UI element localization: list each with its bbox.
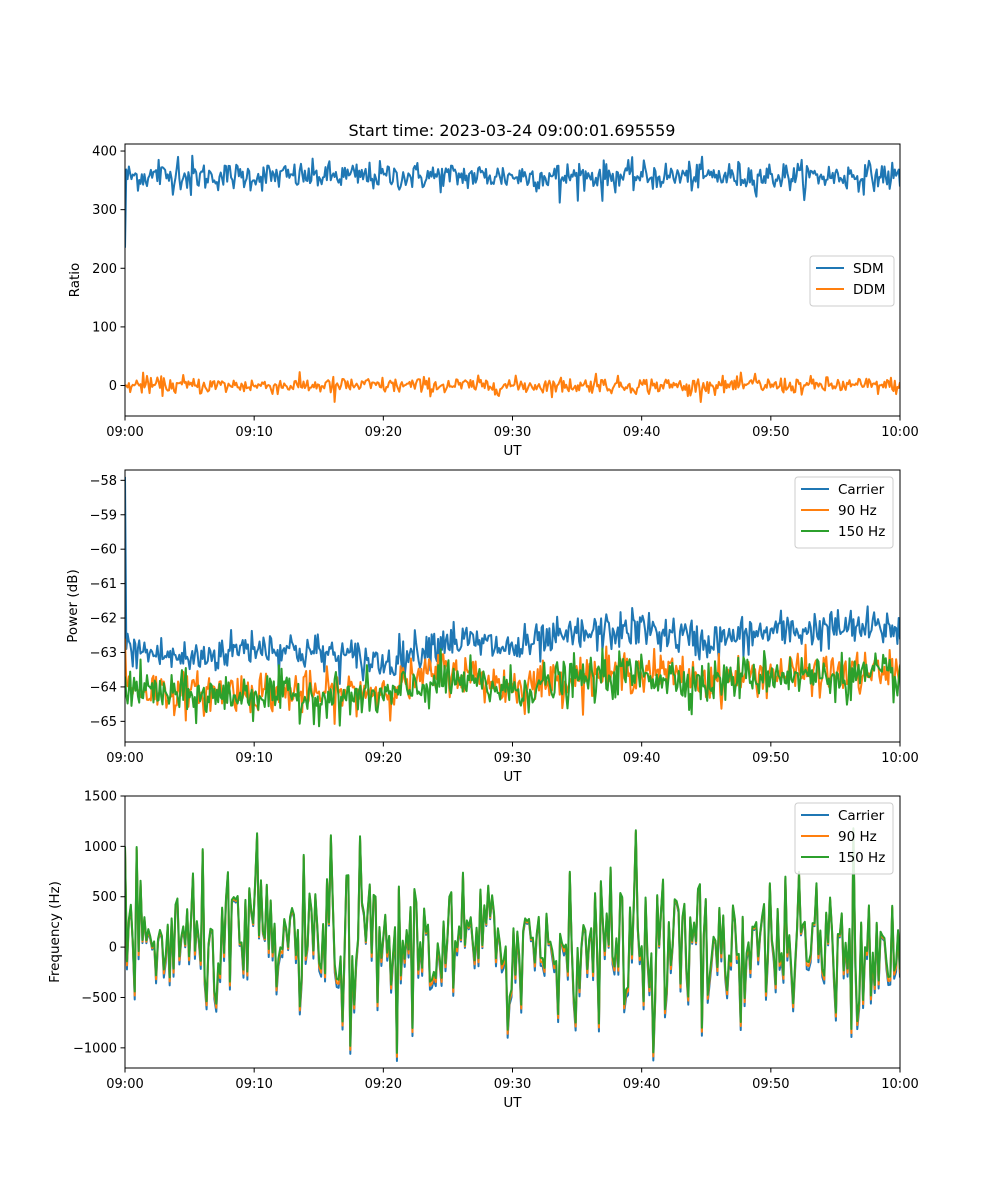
x-tick-label: 09:20	[365, 751, 402, 766]
y-tick-label: −65	[90, 715, 117, 730]
x-axis-label: UT	[503, 443, 522, 459]
y-axis-label: Ratio	[67, 263, 83, 298]
series-line-carrier	[125, 476, 900, 685]
y-tick-label: 500	[92, 890, 117, 905]
y-tick-label: 0	[109, 379, 117, 394]
x-tick-label: 09:00	[106, 425, 143, 440]
y-tick-label: 400	[92, 145, 117, 160]
x-tick-label: 09:30	[494, 751, 531, 766]
y-tick-label: 1000	[84, 840, 117, 855]
x-tick-label: 09:20	[365, 425, 402, 440]
x-tick-label: 09:10	[235, 1077, 272, 1092]
axes-frame	[124, 143, 901, 417]
x-tick-label: 09:50	[752, 425, 789, 440]
legend-entry: 90 Hz	[838, 829, 877, 845]
x-tick-label: 10:00	[881, 751, 918, 766]
legend-entry: Carrier	[838, 482, 885, 498]
x-tick-label: 09:40	[623, 425, 660, 440]
legend-entry: 90 Hz	[838, 503, 877, 519]
x-tick-label: 09:50	[752, 1077, 789, 1092]
subplot-2: 09:00 09:10 09:20 09:30 09:40 09:50 10:00 −58 −5…	[65, 469, 919, 785]
subplot-1: 09:00 09:10 09:20 09:30 09:40 09:50 10:00 0 100 2…	[67, 143, 919, 459]
x-tick-label: 09:10	[235, 751, 272, 766]
y-tick-label: 0	[109, 941, 117, 956]
x-tick-label: 09:40	[623, 1077, 660, 1092]
x-tick-label: 09:30	[494, 1077, 531, 1092]
y-tick-label: 200	[92, 262, 117, 277]
x-tick-label: 09:50	[752, 751, 789, 766]
y-tick-label: −500	[81, 991, 117, 1006]
legend-entry: 150 Hz	[838, 850, 885, 866]
x-tick-label: 10:00	[881, 1077, 918, 1092]
series-line-150-hz	[125, 647, 900, 728]
x-tick-label: 09:20	[365, 1077, 402, 1092]
x-axis-label: UT	[503, 1095, 522, 1111]
legend: Carrier 90 Hz 150 Hz	[794, 802, 894, 875]
y-tick-label: −60	[90, 543, 117, 558]
x-tick-label: 09:30	[494, 425, 531, 440]
y-tick-label: −63	[90, 646, 117, 661]
y-tick-label: −1000	[73, 1041, 117, 1056]
y-tick-label: 100	[92, 320, 117, 335]
x-axis-label: UT	[503, 769, 522, 785]
x-tick-label: 10:00	[881, 425, 918, 440]
figure-title: Start time: 2023-03-24 09:00:01.695559	[349, 121, 676, 140]
series-line-150-hz	[125, 827, 900, 1054]
y-tick-label: 1500	[84, 790, 117, 805]
legend: SDM DDM	[809, 255, 895, 307]
subplot-3: 09:00 09:10 09:20 09:30 09:40 09:50 10:00 −1000…	[47, 790, 919, 1112]
x-tick-label: 09:40	[623, 751, 660, 766]
x-tick-label: 09:10	[235, 425, 272, 440]
legend-entry: SDM	[853, 261, 884, 277]
y-axis-label: Frequency (Hz)	[47, 881, 63, 983]
x-tick-label: 09:00	[106, 1077, 143, 1092]
y-tick-label: −58	[90, 474, 117, 489]
y-tick-label: −62	[90, 612, 117, 627]
y-tick-label: −59	[90, 508, 117, 523]
y-tick-label: −61	[90, 577, 117, 592]
y-tick-label: 300	[92, 203, 117, 218]
series-line-sdm	[125, 154, 900, 248]
series-line-ddm	[125, 371, 900, 404]
legend-entry: Carrier	[838, 808, 885, 824]
legend: Carrier 90 Hz 150 Hz	[794, 476, 894, 549]
legend-entry: 150 Hz	[838, 524, 885, 540]
legend-entry: DDM	[853, 282, 885, 298]
y-axis-label: Power (dB)	[65, 569, 81, 642]
x-tick-label: 09:00	[106, 751, 143, 766]
y-tick-label: −64	[90, 680, 117, 695]
